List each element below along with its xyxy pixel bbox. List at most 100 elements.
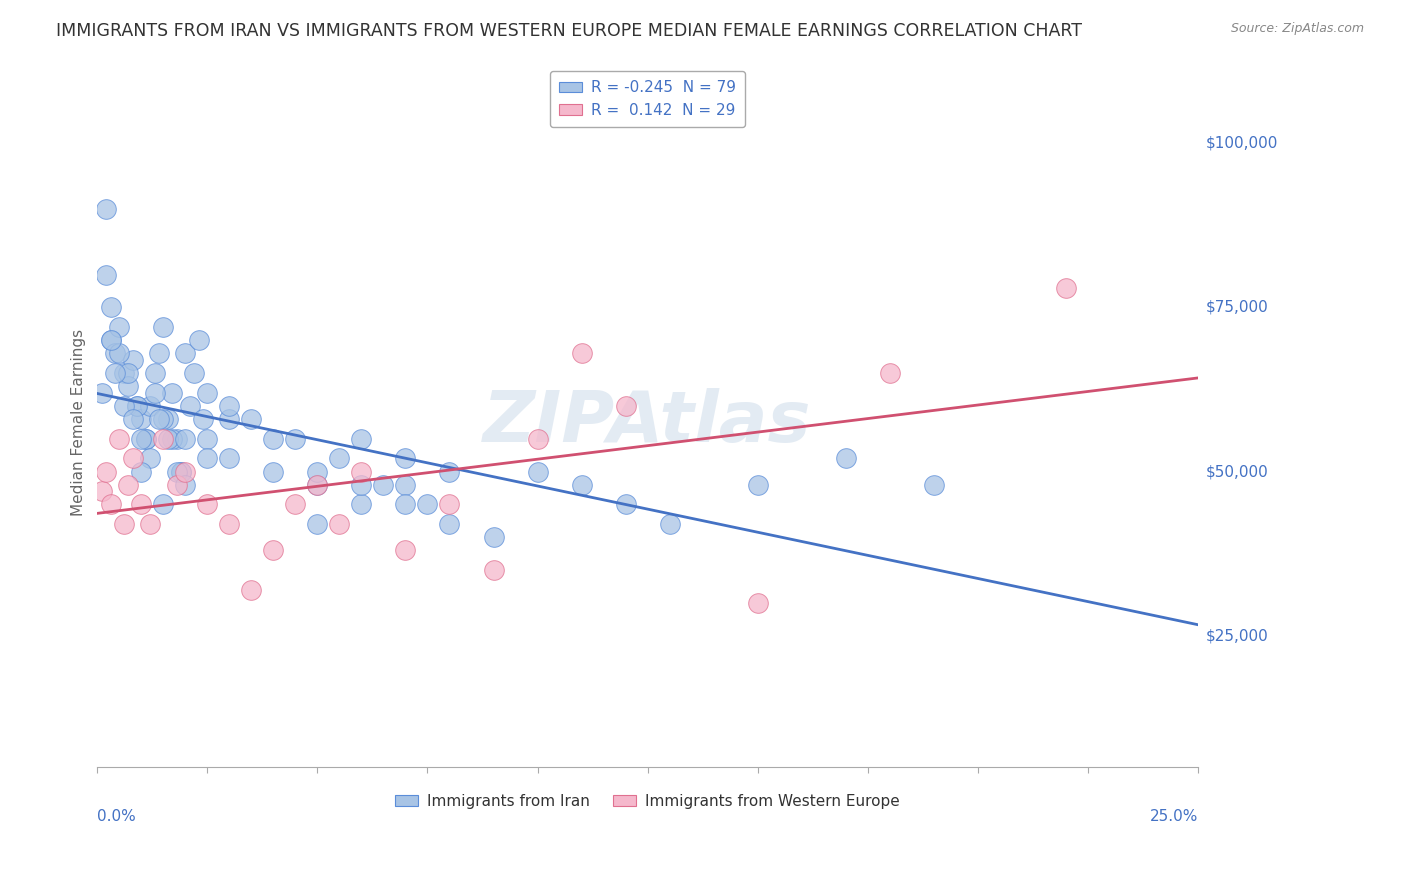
Point	[262, 465, 284, 479]
Point	[482, 563, 505, 577]
Point	[571, 346, 593, 360]
Point	[131, 465, 153, 479]
Point	[139, 517, 162, 532]
Point	[1054, 281, 1077, 295]
Point	[747, 596, 769, 610]
Point	[143, 366, 166, 380]
Point	[117, 379, 139, 393]
Point	[218, 399, 240, 413]
Point	[139, 399, 162, 413]
Point	[152, 432, 174, 446]
Point	[170, 465, 193, 479]
Point	[166, 477, 188, 491]
Point	[191, 412, 214, 426]
Point	[174, 465, 197, 479]
Point	[160, 432, 183, 446]
Point	[131, 432, 153, 446]
Point	[100, 498, 122, 512]
Text: $25,000: $25,000	[1206, 628, 1268, 643]
Point	[135, 432, 157, 446]
Point	[121, 451, 143, 466]
Point	[117, 477, 139, 491]
Point	[439, 465, 461, 479]
Point	[307, 517, 329, 532]
Point	[262, 432, 284, 446]
Point	[139, 451, 162, 466]
Point	[143, 385, 166, 400]
Point	[117, 366, 139, 380]
Point	[614, 399, 637, 413]
Point	[197, 498, 219, 512]
Point	[328, 517, 350, 532]
Point	[197, 432, 219, 446]
Point	[108, 432, 131, 446]
Text: ZIPAtlas: ZIPAtlas	[484, 388, 811, 457]
Point	[571, 477, 593, 491]
Point	[240, 412, 263, 426]
Point	[218, 412, 240, 426]
Point	[373, 477, 395, 491]
Point	[170, 465, 193, 479]
Point	[96, 202, 118, 216]
Point	[104, 366, 127, 380]
Point	[394, 451, 416, 466]
Point	[747, 477, 769, 491]
Point	[131, 498, 153, 512]
Point	[112, 399, 135, 413]
Point	[197, 385, 219, 400]
Text: Source: ZipAtlas.com: Source: ZipAtlas.com	[1230, 22, 1364, 36]
Point	[439, 498, 461, 512]
Point	[187, 333, 209, 347]
Point	[240, 582, 263, 597]
Point	[350, 477, 373, 491]
Point	[166, 465, 188, 479]
Text: $75,000: $75,000	[1206, 300, 1268, 315]
Point	[834, 451, 856, 466]
Point	[96, 465, 118, 479]
Text: $50,000: $50,000	[1206, 464, 1268, 479]
Point	[394, 498, 416, 512]
Point	[152, 498, 174, 512]
Point	[394, 543, 416, 558]
Point	[112, 366, 135, 380]
Point	[262, 543, 284, 558]
Point	[108, 320, 131, 334]
Y-axis label: Median Female Earnings: Median Female Earnings	[72, 329, 86, 516]
Point	[104, 346, 127, 360]
Point	[284, 432, 307, 446]
Point	[148, 412, 170, 426]
Legend: Immigrants from Iran, Immigrants from Western Europe: Immigrants from Iran, Immigrants from We…	[389, 788, 905, 814]
Point	[125, 399, 148, 413]
Point	[218, 451, 240, 466]
Point	[218, 517, 240, 532]
Point	[350, 432, 373, 446]
Point	[90, 385, 112, 400]
Point	[482, 530, 505, 544]
Point	[174, 432, 197, 446]
Point	[350, 465, 373, 479]
Point	[90, 484, 112, 499]
Point	[614, 498, 637, 512]
Point	[152, 412, 174, 426]
Point	[526, 465, 548, 479]
Point	[439, 517, 461, 532]
Point	[197, 451, 219, 466]
Point	[121, 412, 143, 426]
Point	[394, 477, 416, 491]
Point	[350, 498, 373, 512]
Point	[183, 366, 205, 380]
Point	[156, 412, 179, 426]
Text: 25.0%: 25.0%	[1150, 809, 1198, 823]
Point	[160, 385, 183, 400]
Point	[148, 346, 170, 360]
Point	[174, 346, 197, 360]
Point	[174, 477, 197, 491]
Point	[100, 333, 122, 347]
Point	[307, 477, 329, 491]
Point	[166, 432, 188, 446]
Point	[307, 477, 329, 491]
Point	[135, 432, 157, 446]
Text: 0.0%: 0.0%	[97, 809, 136, 823]
Text: IMMIGRANTS FROM IRAN VS IMMIGRANTS FROM WESTERN EUROPE MEDIAN FEMALE EARNINGS CO: IMMIGRANTS FROM IRAN VS IMMIGRANTS FROM …	[56, 22, 1083, 40]
Point	[156, 432, 179, 446]
